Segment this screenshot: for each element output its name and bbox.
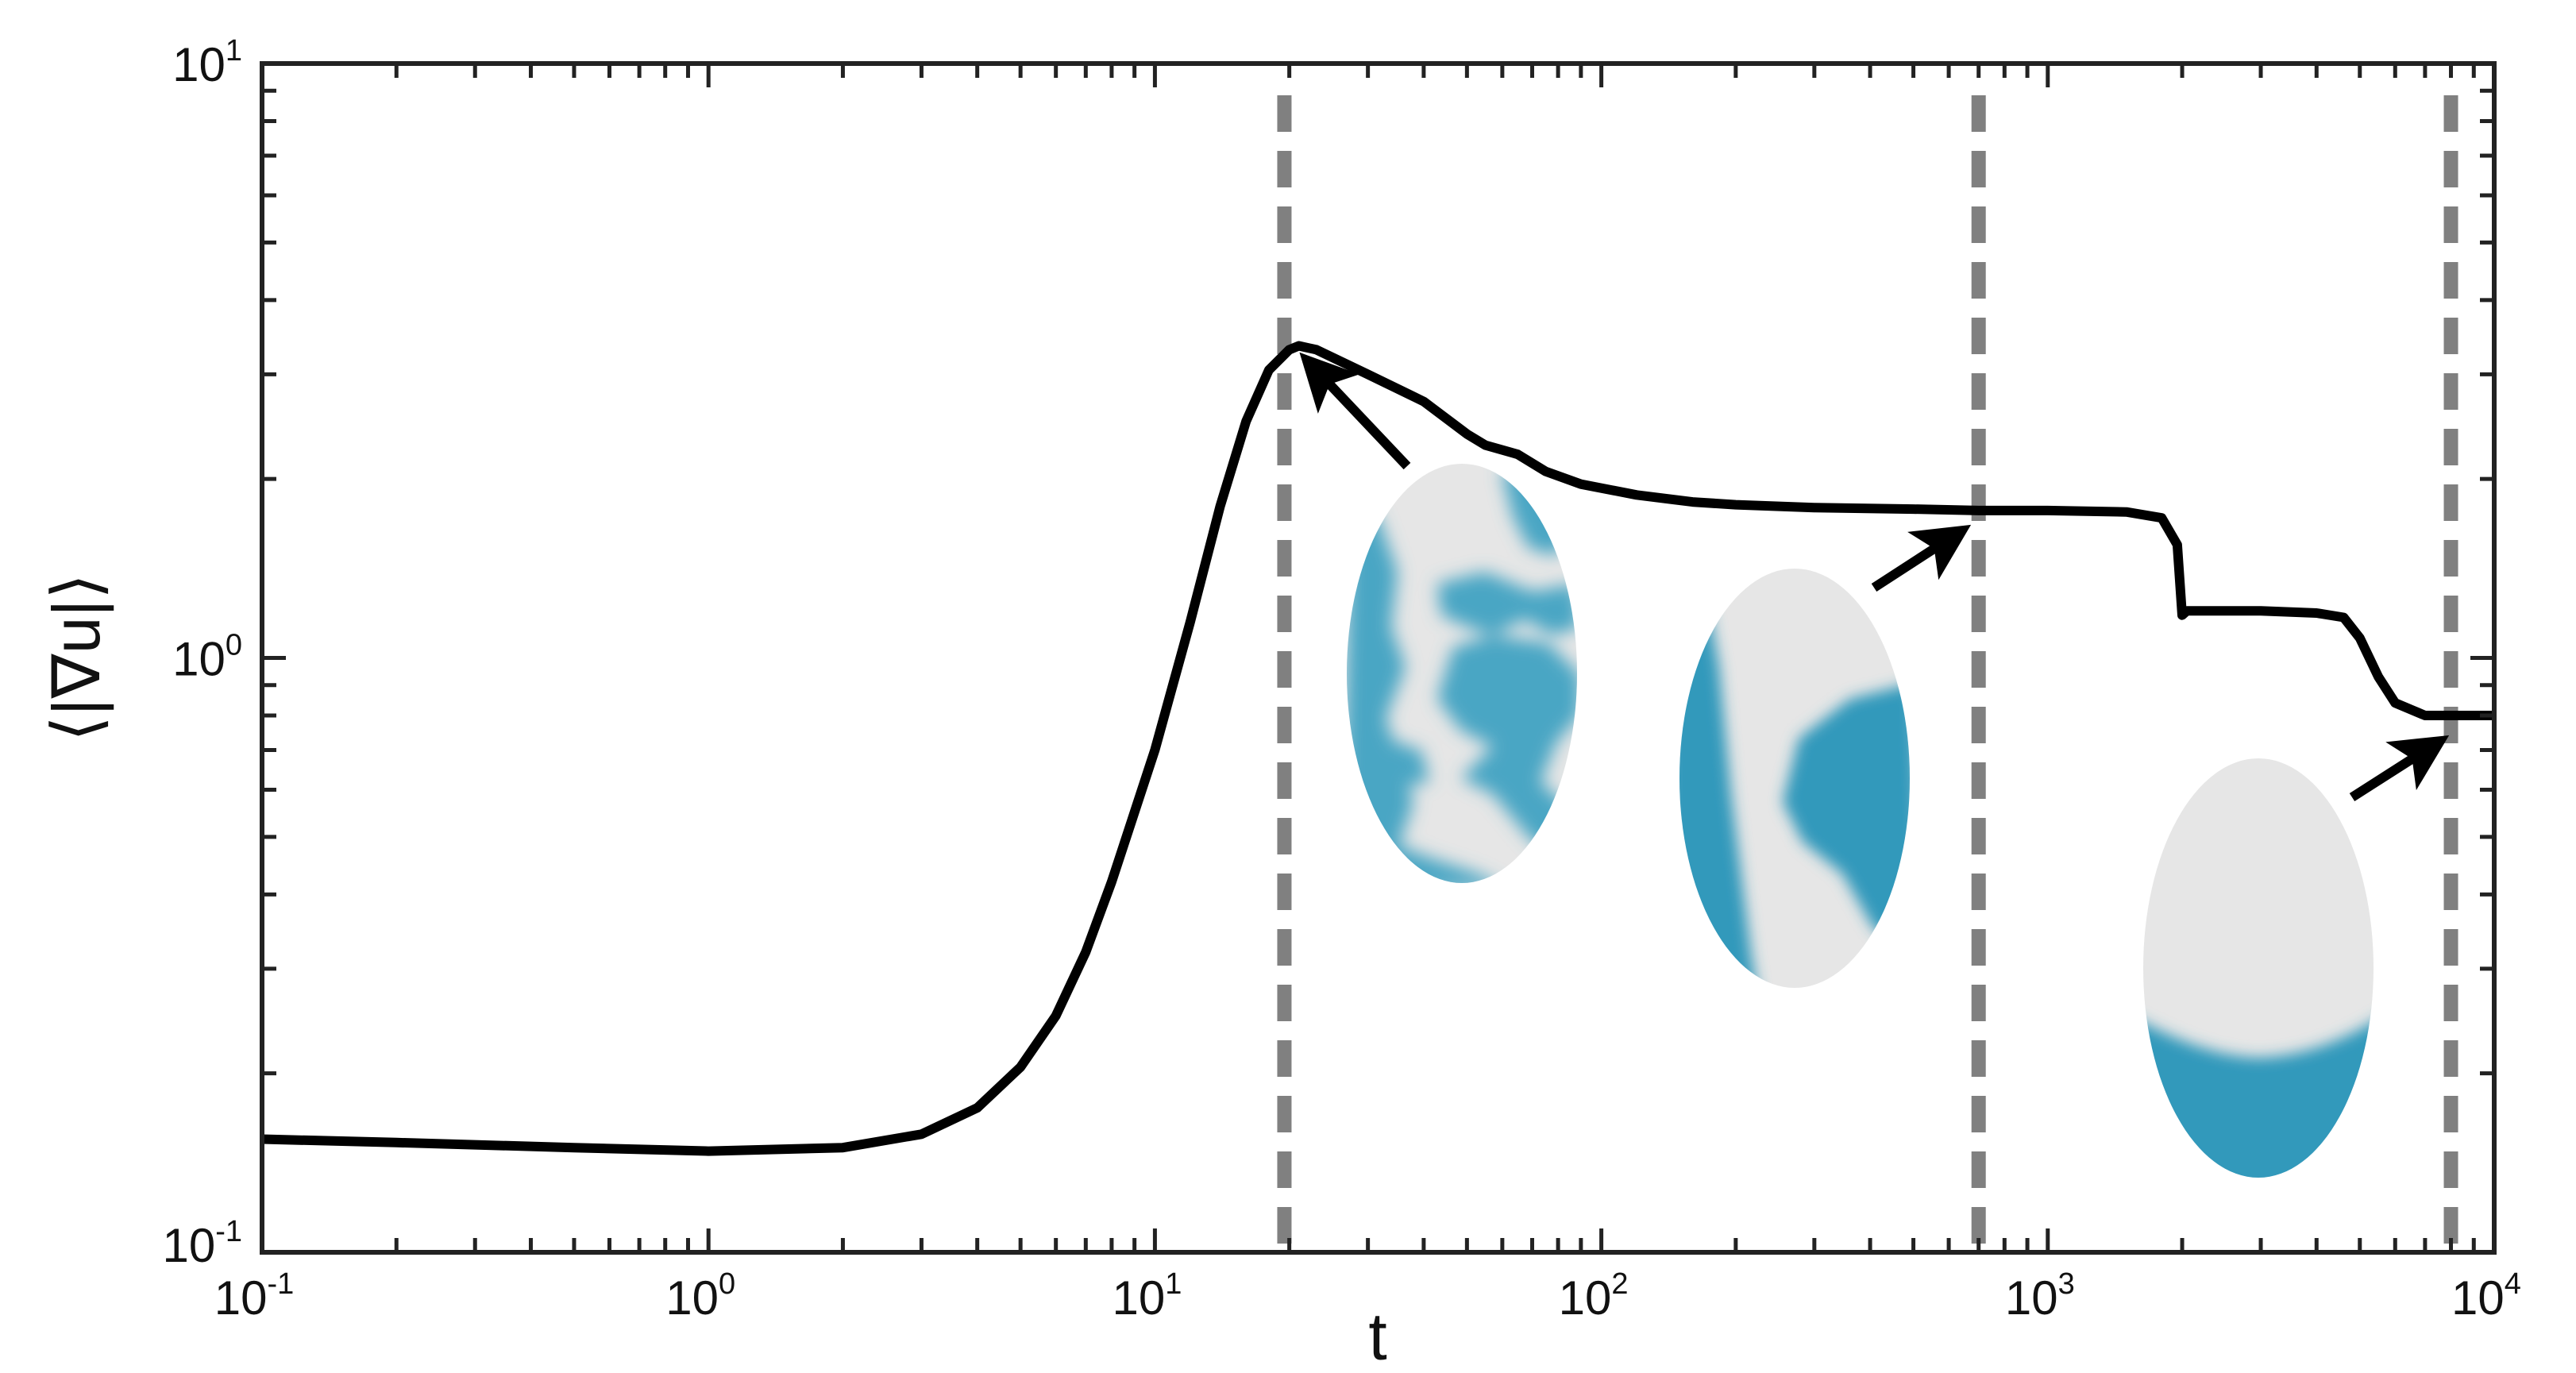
annotation-arrows — [1299, 352, 2450, 802]
y-tick-label: 100 — [172, 629, 242, 686]
y-axis-title: ⟨|∇u|⟩ — [39, 573, 114, 742]
x-tick-label: 103 — [2005, 1267, 2075, 1325]
y-tick-label: 101 — [172, 34, 242, 91]
x-axis-title: t — [1368, 1299, 1386, 1373]
arrow-1 — [1299, 352, 1411, 470]
inset-snapshot-2 — [1679, 569, 1910, 988]
data-series-line — [262, 341, 2494, 1156]
arrow-2 — [1871, 524, 1972, 592]
plot-frame — [260, 61, 2497, 1255]
y-tick-label: 10-1 — [162, 1215, 242, 1272]
x-tick-label: 104 — [2451, 1267, 2521, 1325]
y-tick-labels: 10-1 100 101 — [162, 34, 242, 1272]
inset-snapshot-3 — [2143, 758, 2374, 1178]
x-tick-label: 10-1 — [214, 1267, 295, 1325]
reference-lines — [1277, 95, 2458, 1252]
x-tick-label: 102 — [1559, 1267, 1629, 1325]
x-tick-label: 100 — [665, 1267, 735, 1325]
inset-snapshot-1 — [1347, 464, 1577, 883]
x-tick-label: 101 — [1112, 1267, 1182, 1325]
arrow-3 — [2349, 735, 2450, 802]
x-tick-labels: 10-1 100 101 102 103 104 — [214, 1267, 2521, 1325]
